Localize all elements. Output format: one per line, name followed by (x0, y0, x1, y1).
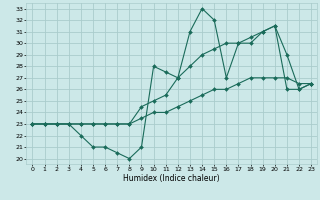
X-axis label: Humidex (Indice chaleur): Humidex (Indice chaleur) (124, 174, 220, 183)
